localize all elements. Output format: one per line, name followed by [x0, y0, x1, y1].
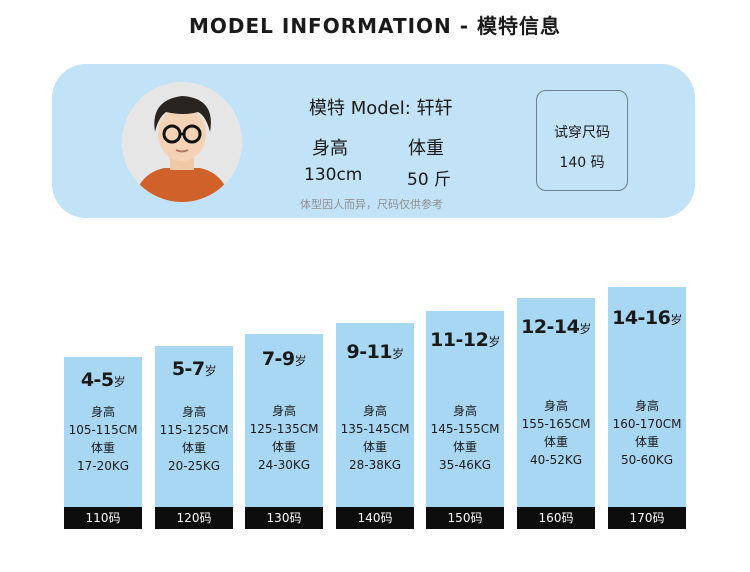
weight-range: 28-38KG [348, 458, 402, 472]
age-range: 5-7岁 [171, 358, 217, 380]
trial-size-box: 试穿尺码 140 码 [536, 90, 628, 191]
height-range: 135-145CM [340, 422, 410, 436]
age-range: 12-14岁 [521, 316, 591, 338]
height-range: 155-165CM [521, 417, 591, 431]
height-range: 160-170CM [612, 417, 682, 431]
size-details: 身高 160-170CM 体重 50-60KG [608, 397, 686, 469]
age-range: 11-12岁 [430, 329, 500, 351]
size-column-140: 9-11岁 身高 135-145CM 体重 28-38KG 140码 [336, 323, 414, 529]
size-column-170: 14-16岁 身高 160-170CM 体重 50-60KG 170码 [608, 287, 686, 529]
height-range: 125-135CM [249, 422, 319, 436]
height-label: 身高 [90, 405, 115, 419]
size-disclaimer: 体型因人而异，尺码仅供参考 [300, 198, 443, 211]
weight-label: 体重 [362, 440, 387, 454]
height-label: 身高 [452, 404, 477, 418]
trial-size-label: 试穿尺码 [554, 125, 610, 141]
size-details: 身高 145-155CM 体重 35-46KG [426, 402, 504, 474]
size-label: 160码 [517, 507, 595, 529]
weight-label: 体重 [634, 435, 659, 449]
height-label: 身高 [543, 399, 568, 413]
height-range: 115-125CM [159, 423, 229, 437]
size-details: 身高 125-135CM 体重 24-30KG [245, 402, 323, 474]
height-label: 身高 [312, 138, 348, 159]
weight-label: 体重 [543, 435, 568, 449]
age-range: 4-5岁 [80, 369, 126, 391]
age-range: 9-11岁 [346, 341, 404, 363]
page-title: MODEL INFORMATION - 模特信息 [189, 14, 561, 38]
weight-range: 20-25KG [167, 459, 221, 473]
model-info-card: 模特 Model: 轩轩 身高 体重 130cm 50 斤 体型因人而异，尺码仅… [52, 64, 695, 218]
height-label: 身高 [181, 405, 206, 419]
height-label: 身高 [271, 404, 296, 418]
model-name: 模特 Model: 轩轩 [309, 98, 453, 119]
weight-range: 17-20KG [76, 459, 130, 473]
model-portrait-image [122, 82, 242, 202]
size-label: 130码 [245, 507, 323, 529]
size-details: 身高 155-165CM 体重 40-52KG [517, 397, 595, 469]
size-column-160: 12-14岁 身高 155-165CM 体重 40-52KG 160码 [517, 298, 595, 529]
height-range: 145-155CM [430, 422, 500, 436]
weight-label: 体重 [90, 441, 115, 455]
size-column-120: 5-7岁 身高 115-125CM 体重 20-25KG 120码 [155, 346, 233, 529]
height-label: 身高 [634, 399, 659, 413]
model-avatar [122, 82, 242, 202]
size-label: 170码 [608, 507, 686, 529]
weight-range: 50-60KG [620, 453, 674, 467]
age-range: 7-9岁 [261, 348, 307, 370]
weight-label: 体重 [271, 440, 296, 454]
size-column-150: 11-12岁 身高 145-155CM 体重 35-46KG 150码 [426, 311, 504, 529]
size-details: 身高 115-125CM 体重 20-25KG [155, 403, 233, 475]
size-label: 110码 [64, 507, 142, 529]
size-column-130: 7-9岁 身高 125-135CM 体重 24-30KG 130码 [245, 334, 323, 529]
size-details: 身高 105-115CM 体重 17-20KG [64, 403, 142, 475]
height-label: 身高 [362, 404, 387, 418]
size-details: 身高 135-145CM 体重 28-38KG [336, 402, 414, 474]
weight-label: 体重 [452, 440, 477, 454]
height-value: 130cm [304, 165, 363, 185]
size-column-110: 4-5岁 身高 105-115CM 体重 17-20KG 110码 [64, 357, 142, 529]
size-label: 120码 [155, 507, 233, 529]
size-label: 150码 [426, 507, 504, 529]
height-range: 105-115CM [68, 423, 138, 437]
trial-size-value: 140 码 [559, 155, 605, 171]
weight-range: 35-46KG [438, 458, 492, 472]
weight-value: 50 斤 [407, 170, 452, 190]
weight-range: 40-52KG [529, 453, 583, 467]
weight-label: 体重 [181, 441, 206, 455]
age-range: 14-16岁 [612, 307, 682, 329]
size-label: 140码 [336, 507, 414, 529]
weight-range: 24-30KG [257, 458, 311, 472]
weight-label: 体重 [408, 138, 444, 159]
